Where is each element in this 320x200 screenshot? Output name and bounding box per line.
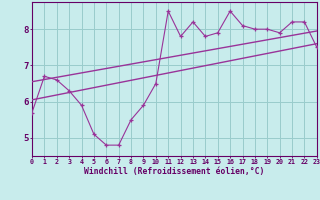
- X-axis label: Windchill (Refroidissement éolien,°C): Windchill (Refroidissement éolien,°C): [84, 167, 265, 176]
